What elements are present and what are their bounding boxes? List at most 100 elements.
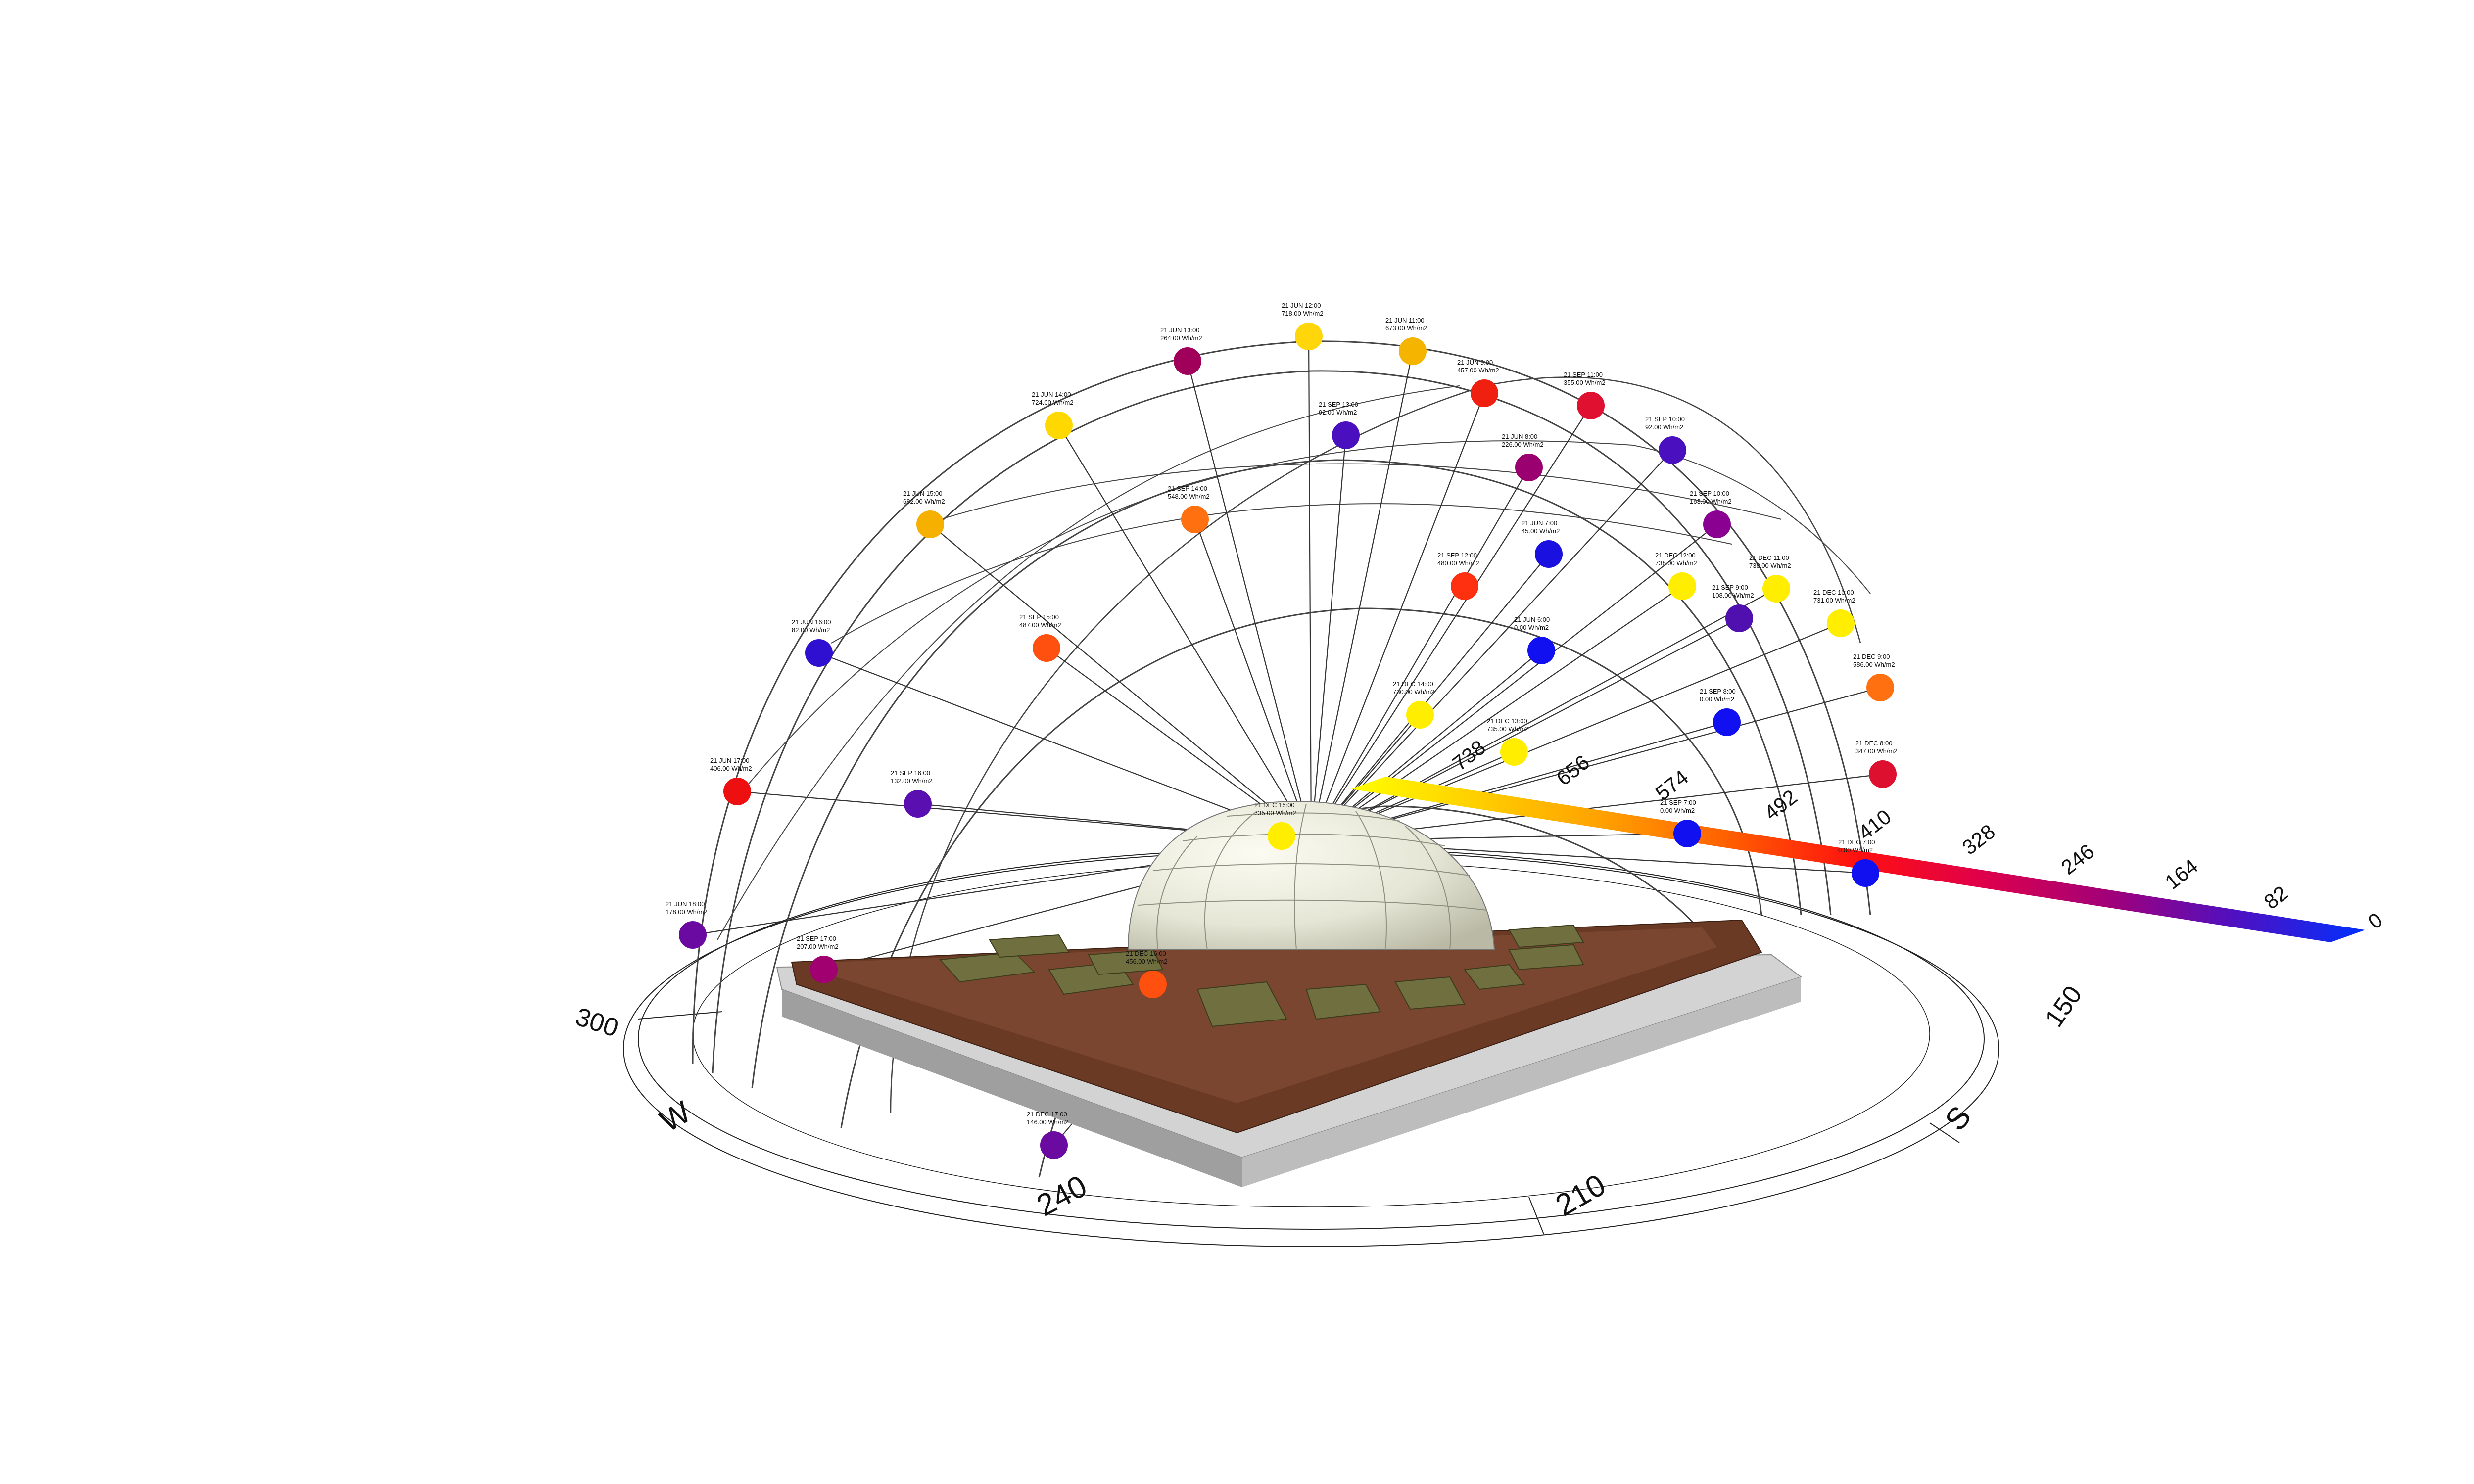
sun-point-value-label: 0.00 Wh/m2 <box>1838 846 1873 854</box>
sun-point-marker <box>1703 510 1731 538</box>
sun-point-marker <box>1406 701 1434 729</box>
sun-point-value-label: 146.00 Wh/m2 <box>1027 1118 1069 1126</box>
sun-point-time-label: 21 SEP 14:00 <box>1168 485 1207 492</box>
legend-tick-246: 246 <box>2057 839 2098 879</box>
sun-point-marker <box>1535 540 1563 568</box>
sun-point: 21 DEC 7:000.00 Wh/m2 <box>1838 838 1879 887</box>
sun-point-value-label: 673.00 Wh/m2 <box>1385 325 1427 332</box>
sun-point-time-label: 21 JUN 8:00 <box>1502 433 1537 440</box>
legend-tick-164: 164 <box>2161 854 2202 894</box>
sun-point-marker <box>1527 637 1555 664</box>
sun-point-value-label: 92.00 Wh/m2 <box>1645 423 1683 431</box>
compass-label-w: W <box>655 1095 697 1139</box>
sun-point-value-label: 718.00 Wh/m2 <box>1282 310 1324 317</box>
sun-point-time-label: 21 JUN 7:00 <box>1522 519 1557 527</box>
sun-point-time-label: 21 SEP 7:00 <box>1660 799 1696 806</box>
sun-point-marker <box>1866 674 1894 701</box>
sun-point: 21 JUN 6:000.00 Wh/m2 <box>1514 616 1555 664</box>
legend-tick-328: 328 <box>1958 820 1999 859</box>
sun-point-time-label: 21 JUN 15:00 <box>903 490 943 497</box>
sun-point-value-label: 480.00 Wh/m2 <box>1437 559 1479 567</box>
compass-label-s: S <box>1939 1100 1978 1137</box>
legend-tick-0: 0 <box>2364 908 2387 933</box>
sun-point-time-label: 21 JUN 6:00 <box>1514 616 1550 623</box>
sun-point-time-label: 21 SEP 10:00 <box>1645 416 1685 423</box>
sun-point-marker <box>1033 634 1060 662</box>
sun-point-time-label: 21 SEP 15:00 <box>1019 613 1059 621</box>
sun-point-value-label: 178.00 Wh/m2 <box>666 908 708 916</box>
sun-point-time-label: 21 DEC 11:00 <box>1749 554 1789 561</box>
sun-point-value-label: 738.00 Wh/m2 <box>1749 562 1791 569</box>
sun-point-time-label: 21 DEC 17:00 <box>1027 1111 1067 1118</box>
sun-point-time-label: 21 SEP 12:00 <box>1437 552 1477 559</box>
compass-label-240: 240 <box>1031 1169 1093 1223</box>
sun-point-value-label: 45.00 Wh/m2 <box>1522 527 1560 535</box>
sun-point-time-label: 21 DEC 8:00 <box>1856 740 1892 747</box>
sun-point-time-label: 21 SEP 13:00 <box>1319 401 1358 408</box>
sun-point-time-label: 21 JUN 11:00 <box>1385 317 1425 324</box>
sun-point-value-label: 731.00 Wh/m2 <box>1813 597 1856 604</box>
sun-point-marker <box>1174 347 1201 375</box>
sun-point-time-label: 21 DEC 15:00 <box>1254 801 1295 809</box>
compass-label-210: 210 <box>1550 1168 1612 1223</box>
sun-point-marker <box>1659 436 1686 464</box>
sun-point-value-label: 548.00 Wh/m2 <box>1168 493 1210 500</box>
sun-point-time-label: 21 SEP 8:00 <box>1700 688 1736 695</box>
sun-point-marker <box>1577 392 1605 419</box>
sun-point-time-label: 21 JUN 13:00 <box>1160 326 1200 334</box>
sun-point-marker <box>1668 572 1696 600</box>
sun-point-time-label: 21 DEC 9:00 <box>1853 653 1890 660</box>
legend-gradient-bar <box>1351 777 2365 942</box>
sun-point-marker <box>1500 738 1528 766</box>
sun-point-value-label: 0.00 Wh/m2 <box>1660 807 1695 814</box>
sun-point-time-label: 21 SEP 9:00 <box>1712 584 1748 591</box>
sun-point: 21 SEP 7:000.00 Wh/m2 <box>1660 799 1701 847</box>
sun-point-marker <box>1762 575 1790 603</box>
sun-point-marker <box>723 778 751 805</box>
sun-point-marker <box>810 956 838 983</box>
sun-point-time-label: 21 JUN 16:00 <box>792 618 831 626</box>
sun-point-marker <box>1040 1131 1068 1159</box>
sun-point-time-label: 21 DEC 7:00 <box>1838 838 1875 846</box>
sun-point-marker <box>1725 604 1753 632</box>
sun-point-time-label: 21 SEP 10:00 <box>1690 490 1729 497</box>
sun-point-marker <box>1673 820 1701 847</box>
sun-point-marker <box>1852 859 1879 887</box>
sun-point-value-label: 132.00 Wh/m2 <box>891 777 933 785</box>
roof-panels <box>939 924 1584 1027</box>
compass-label-300: 300 <box>572 1002 621 1043</box>
sun-point-time-label: 21 JUN 9:00 <box>1457 359 1493 366</box>
sun-point-value-label: 163.00 Wh/m2 <box>1690 498 1732 505</box>
sun-point-value-label: 347.00 Wh/m2 <box>1856 747 1898 755</box>
sun-point-marker <box>1869 760 1897 788</box>
sun-point-value-label: 355.00 Wh/m2 <box>1564 379 1606 386</box>
sun-point-value-label: 738.00 Wh/m2 <box>1655 559 1697 567</box>
sun-point-time-label: 21 DEC 10:00 <box>1813 589 1854 596</box>
sun-point-time-label: 21 DEC 12:00 <box>1655 552 1696 559</box>
sun-point-marker <box>916 510 944 538</box>
legend-tick-492: 492 <box>1760 785 1802 825</box>
legend-tick-656: 656 <box>1552 750 1594 790</box>
sun-point-marker <box>1332 421 1360 449</box>
legend-tick-738: 738 <box>1448 736 1490 775</box>
sun-point-marker <box>1515 454 1543 481</box>
sun-point-value-label: 456.00 Wh/m2 <box>1126 958 1168 965</box>
sun-point-value-label: 724.00 Wh/m2 <box>1032 399 1074 406</box>
